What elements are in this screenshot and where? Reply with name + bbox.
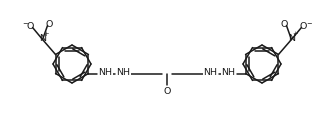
Text: N: N (288, 34, 295, 43)
Text: NH: NH (117, 68, 131, 77)
Text: N: N (39, 34, 46, 43)
Text: O: O (300, 22, 307, 31)
Text: O: O (46, 20, 53, 29)
Text: −: − (22, 22, 27, 27)
Text: NH: NH (99, 68, 113, 77)
Text: O: O (163, 87, 171, 96)
Text: +: + (293, 32, 298, 37)
Text: O: O (27, 22, 34, 31)
Text: NH: NH (203, 68, 217, 77)
Text: −: − (307, 22, 312, 27)
Text: O: O (281, 20, 288, 29)
Text: +: + (44, 32, 49, 37)
Text: NH: NH (221, 68, 235, 77)
